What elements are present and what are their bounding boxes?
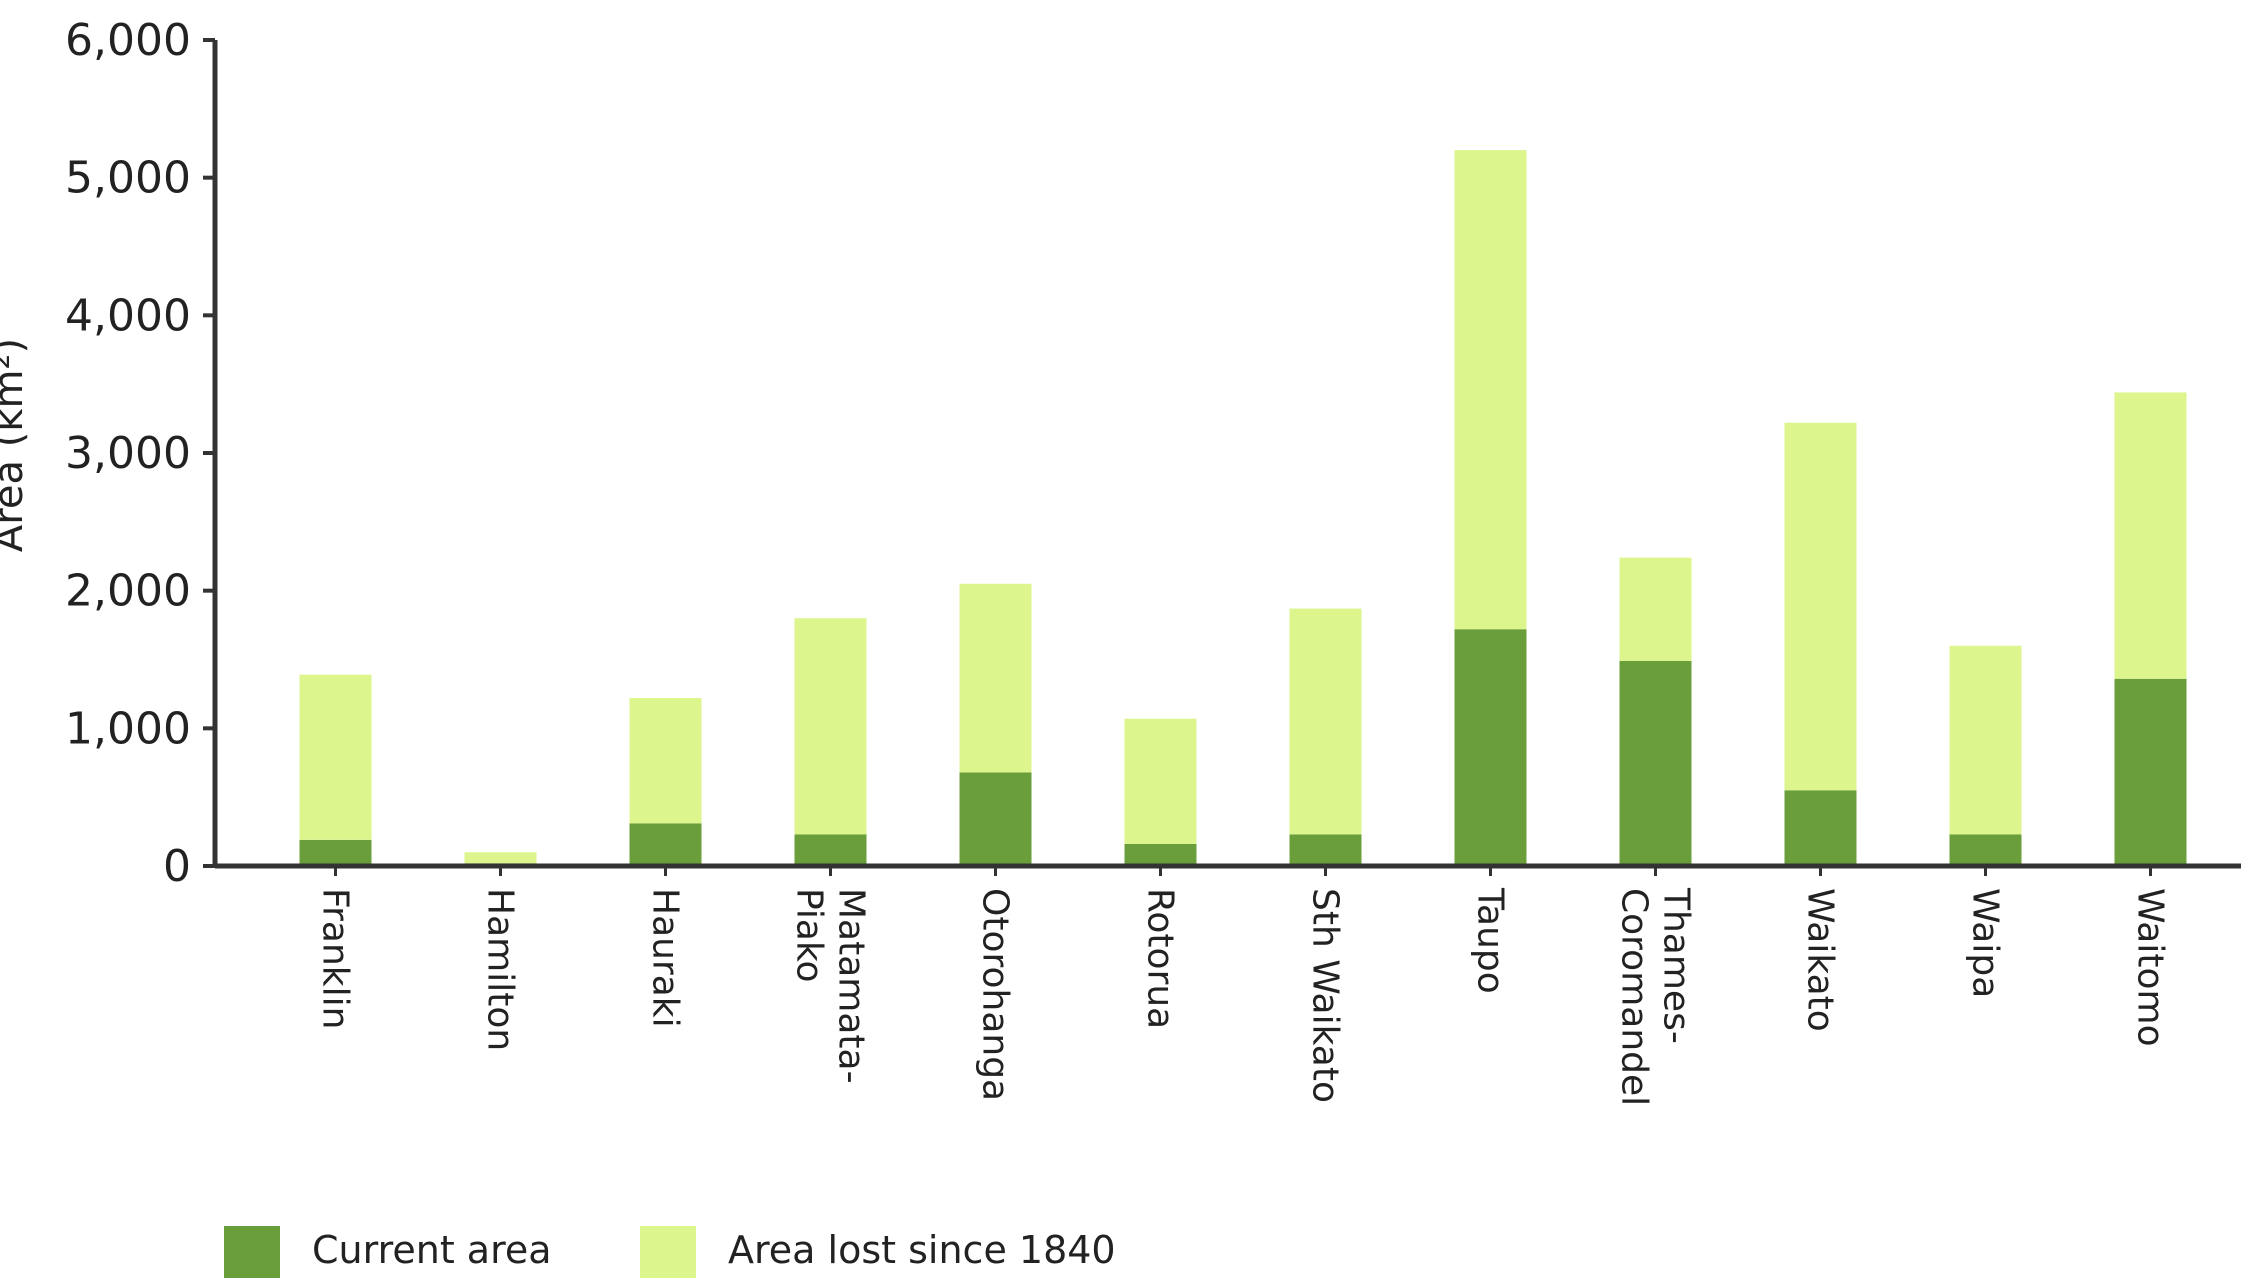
bar-current-area (1289, 834, 1362, 866)
x-tick-label-group: Otorohanga (975, 888, 1016, 1101)
x-tick-label: Matamata- (831, 888, 872, 1084)
x-tick-label: Rotorua (1140, 888, 1181, 1029)
bar-current-area (1949, 834, 2022, 866)
x-tick-label: Otorohanga (975, 888, 1016, 1101)
x-tick-label: Franklin (315, 888, 356, 1029)
bar-current-area (2114, 678, 2187, 866)
x-tick-label-group: Thames- (1656, 887, 1697, 1044)
x-tick-label: Waikato (1800, 888, 1841, 1032)
x-tick-label: Taupo (1470, 887, 1511, 994)
legend: Current area Area lost since 1840 (224, 1226, 1116, 1278)
x-tick-label-group: Hauraki (645, 888, 686, 1028)
x-tick-label-group: Coromandel (1614, 888, 1655, 1106)
x-tick-label-group: Taupo (1470, 887, 1511, 994)
x-tick-label: Hamilton (480, 888, 521, 1051)
x-tick-label-group: Waikato (1800, 888, 1841, 1032)
x-tick-label: Thames- (1656, 887, 1697, 1044)
x-tick-label: Sth Waikato (1305, 888, 1346, 1103)
bar-current-area (1124, 843, 1197, 866)
x-tick-label-group: Waipa (1965, 888, 2006, 998)
legend-label: Area lost since 1840 (728, 1228, 1116, 1272)
x-tick-label-group: Piako (789, 888, 830, 983)
legend-swatch (640, 1226, 696, 1278)
y-tick-label: 1,000 (65, 703, 191, 754)
x-tick-label: Piako (789, 888, 830, 983)
bar-area-lost (1619, 557, 1692, 661)
bar-area-lost (1454, 150, 1527, 630)
bar-current-area (1784, 790, 1857, 866)
bar-area-lost (1289, 608, 1362, 835)
bar-current-area (794, 834, 867, 866)
x-ticks-layer: Franklin Hamilton Hauraki Matamata-Piako Oto… (315, 866, 2171, 1106)
x-tick-label-group: Franklin (315, 888, 356, 1029)
y-tick-label: 4,000 (65, 290, 191, 341)
bars-layer (299, 150, 2187, 866)
y-tick-label: 0 (163, 841, 191, 892)
y-tick-label: 6,000 (65, 15, 191, 66)
y-axis-title-group: Area (km²) (0, 338, 32, 552)
legend-swatch (224, 1226, 280, 1278)
x-tick-label-group: Matamata- (831, 888, 872, 1084)
bar-area-lost (1124, 718, 1197, 844)
x-tick-label-group: Waitomo (2130, 888, 2171, 1047)
bar-area-lost (1784, 422, 1857, 791)
x-tick-label: Coromandel (1614, 888, 1655, 1106)
y-tick-label: 5,000 (65, 153, 191, 204)
axes-layer (212, 40, 2241, 869)
x-tick-label-group: Hamilton (480, 888, 521, 1051)
bar-current-area (959, 772, 1032, 866)
x-tick-label-group: Sth Waikato (1305, 888, 1346, 1103)
bar-area-lost (1949, 645, 2022, 835)
x-tick-label: Waipa (1965, 888, 2006, 998)
y-tick-label: 3,000 (65, 428, 191, 479)
bar-area-lost (794, 618, 867, 835)
bar-area-lost (629, 698, 702, 824)
bar-current-area (1619, 660, 1692, 866)
bar-current-area (299, 839, 372, 866)
x-tick-label: Hauraki (645, 888, 686, 1028)
bar-area-lost (959, 583, 1032, 773)
y-axis-title: Area (km²) (0, 338, 32, 552)
bar-area-lost (299, 674, 372, 840)
y-tick-label: 2,000 (65, 566, 191, 617)
y-ticks-layer: 0 1,000 2,000 3,000 4,000 5,000 6,000 (65, 15, 215, 892)
bar-current-area (629, 823, 702, 866)
bar-area-lost (2114, 392, 2187, 679)
bar-current-area (1454, 629, 1527, 866)
x-tick-label: Waitomo (2130, 888, 2171, 1047)
bar-area-lost (464, 852, 537, 864)
x-tick-label-group: Rotorua (1140, 888, 1181, 1029)
legend-label: Current area (312, 1228, 552, 1272)
